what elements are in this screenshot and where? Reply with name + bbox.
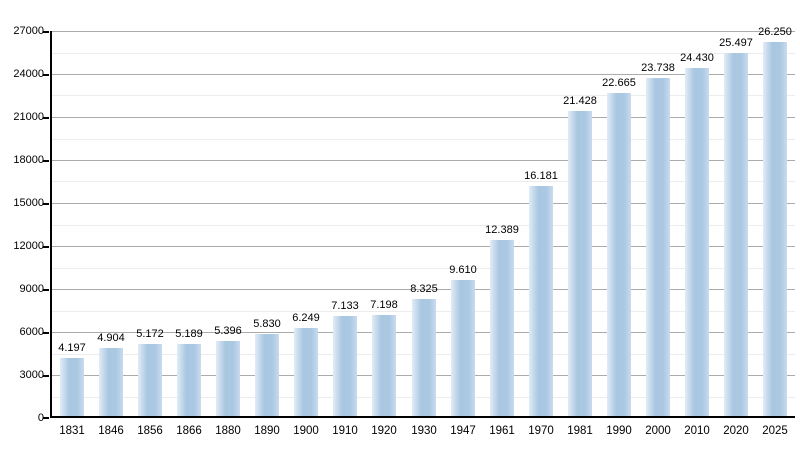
plot-area: 4.197 1831 4.904 1846 5.172 1856 5.189 1866 5.39… [43, 26, 795, 437]
x-tick-label: 1961 [489, 425, 515, 437]
x-tick-label: 1856 [137, 425, 163, 437]
gridline-major [52, 289, 795, 290]
bar [333, 316, 357, 418]
bar-value-label: 23.738 [641, 62, 675, 74]
y-tick-mark [43, 246, 49, 248]
bar-value-label: 5.830 [253, 318, 281, 330]
bar [451, 280, 475, 418]
bar-value-label: 6.249 [292, 312, 320, 324]
bar-value-label: 8.325 [410, 283, 438, 295]
bar-value-label: 4.904 [97, 332, 125, 344]
y-tick-label: 27000 [13, 25, 44, 37]
y-tick-mark [43, 417, 49, 419]
bar [685, 68, 709, 418]
x-tick-label: 2020 [723, 425, 749, 437]
x-tick-label: 1900 [293, 425, 319, 437]
bar [294, 328, 318, 418]
y-tick-mark [43, 203, 49, 205]
y-tick-label: 6000 [19, 326, 44, 338]
y-tick-mark [43, 74, 49, 76]
gridline-minor [52, 268, 795, 269]
y-tick-label: 12000 [13, 240, 44, 252]
y-tick-label: 21000 [13, 111, 44, 123]
gridline-major [52, 74, 795, 75]
bar [138, 344, 162, 418]
bar [724, 53, 748, 418]
gridline-minor [52, 53, 795, 54]
bar [763, 42, 787, 418]
bar-value-label: 21.428 [563, 95, 597, 107]
x-axis-line [50, 416, 795, 418]
bar-value-label: 16.181 [524, 170, 558, 182]
y-tick-mark [43, 117, 49, 119]
bar-value-label: 5.189 [175, 328, 203, 340]
gridline-minor [52, 95, 795, 96]
y-tick-label: 18000 [13, 154, 44, 166]
x-tick-label: 2010 [684, 425, 710, 437]
bar [99, 348, 123, 418]
y-tick-label: 24000 [13, 68, 44, 80]
bar [372, 315, 396, 418]
bar [568, 111, 592, 418]
bar [255, 334, 279, 418]
bar-value-label: 12.389 [485, 224, 519, 236]
x-tick-label: 1866 [176, 425, 202, 437]
y-tick-mark [43, 375, 49, 377]
x-tick-label: 1831 [59, 425, 85, 437]
bar-value-label: 26.250 [758, 26, 792, 38]
x-tick-label: 1990 [606, 425, 632, 437]
y-axis-line [50, 31, 52, 418]
bar-value-label: 4.197 [58, 342, 86, 354]
x-tick-label: 2000 [645, 425, 671, 437]
gridline-minor [52, 181, 795, 182]
y-tick-mark [43, 332, 49, 334]
bar [177, 344, 201, 418]
bar-value-label: 5.172 [136, 328, 164, 340]
gridline-major [52, 246, 795, 247]
bar [412, 299, 436, 418]
bar [60, 358, 84, 418]
y-tick-label: 15000 [13, 197, 44, 209]
gridline-minor [52, 225, 795, 226]
y-tick-mark [43, 289, 49, 291]
x-tick-label: 1970 [528, 425, 554, 437]
bar [646, 78, 670, 418]
bar-value-label: 24.430 [680, 52, 714, 64]
y-tick-mark [43, 31, 49, 33]
x-tick-label: 1947 [450, 425, 476, 437]
y-tick-mark [43, 160, 49, 162]
gridline-minor [52, 139, 795, 140]
x-tick-label: 1890 [254, 425, 280, 437]
x-tick-label: 1910 [332, 425, 358, 437]
x-tick-label: 1930 [411, 425, 437, 437]
bar-value-label: 7.133 [331, 300, 359, 312]
x-tick-label: 1846 [98, 425, 124, 437]
y-tick-label: 3000 [19, 369, 44, 381]
gridline-major [52, 203, 795, 204]
bar [529, 186, 553, 418]
bar [490, 240, 514, 418]
bar-value-label: 25.497 [719, 37, 753, 49]
gridline-major [52, 31, 795, 32]
x-tick-label: 2025 [762, 425, 788, 437]
bar-value-label: 9.610 [449, 264, 477, 276]
bar [216, 341, 240, 418]
bar-value-label: 5.396 [214, 325, 242, 337]
bar [607, 93, 631, 418]
bar-value-label: 22.665 [602, 77, 636, 89]
gridline-major [52, 160, 795, 161]
x-tick-label: 1920 [371, 425, 397, 437]
bar-value-label: 7.198 [370, 299, 398, 311]
gridline-major [52, 117, 795, 118]
x-tick-label: 1981 [567, 425, 593, 437]
y-tick-label: 0 [37, 412, 44, 424]
y-tick-label: 9000 [19, 283, 44, 295]
x-tick-label: 1880 [215, 425, 241, 437]
